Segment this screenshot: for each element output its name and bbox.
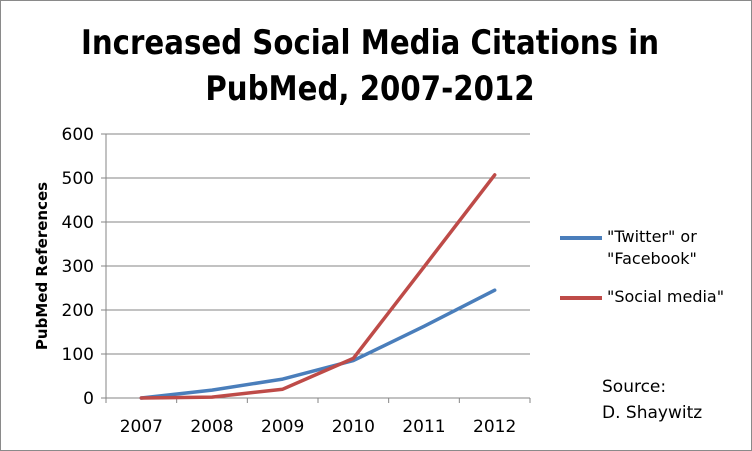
x-tick-labels: 2007 2008 2009 2010 2011 2012 [120, 417, 517, 437]
series-lines [139, 173, 497, 400]
legend-item-twitter-facebook: "Twitter" or "Facebook" [560, 226, 745, 286]
x-tick-label-2009: 2009 [261, 417, 304, 437]
y-tick-label-0: 0 [83, 389, 94, 409]
y-tick-labels: 0 100 200 300 400 500 600 [62, 125, 94, 409]
legend-swatch-social-media [560, 296, 602, 300]
y-tick-label-500: 500 [62, 169, 94, 189]
chart-title-line-2: PubMed, 2007-2012 [205, 69, 535, 109]
legend-label-social-media: "Social media" [607, 286, 747, 308]
y-tick-label-600: 600 [62, 125, 94, 145]
legend-item-social-media: "Social media" [560, 286, 745, 346]
x-tick-label-2007: 2007 [120, 417, 163, 437]
x-tick-label-2011: 2011 [402, 417, 445, 437]
axes [101, 133, 531, 403]
series-line-0 [139, 288, 497, 400]
grid-lines [106, 133, 530, 355]
legend-label-twitter-facebook: "Twitter" or "Facebook" [607, 226, 747, 270]
source-line-1: Source: [602, 377, 667, 397]
legend: "Twitter" or "Facebook" "Social media" [560, 226, 745, 346]
source-line-2: D. Shaywitz [602, 403, 703, 423]
legend-label-line-1: "Social media" [607, 287, 725, 306]
x-tick-label-2010: 2010 [332, 417, 375, 437]
x-tick-label-2012: 2012 [473, 417, 516, 437]
legend-label-line-2: "Facebook" [607, 249, 697, 268]
legend-swatch-twitter-facebook [560, 236, 602, 240]
chart-title-line-1: Increased Social Media Citations in [80, 23, 660, 63]
x-tick-label-2008: 2008 [190, 417, 233, 437]
legend-label-line-1: "Twitter" or [607, 227, 697, 246]
y-tick-label-300: 300 [62, 257, 94, 277]
y-tick-label-100: 100 [62, 345, 94, 365]
chart-title: Increased Social Media Citations in PubM… [69, 20, 671, 112]
series-line-1 [139, 173, 497, 400]
y-axis-label: PubMed References [33, 182, 51, 350]
y-tick-label-400: 400 [62, 213, 94, 233]
source-note: Source: D. Shaywitz [602, 374, 702, 426]
y-tick-label-200: 200 [62, 301, 94, 321]
